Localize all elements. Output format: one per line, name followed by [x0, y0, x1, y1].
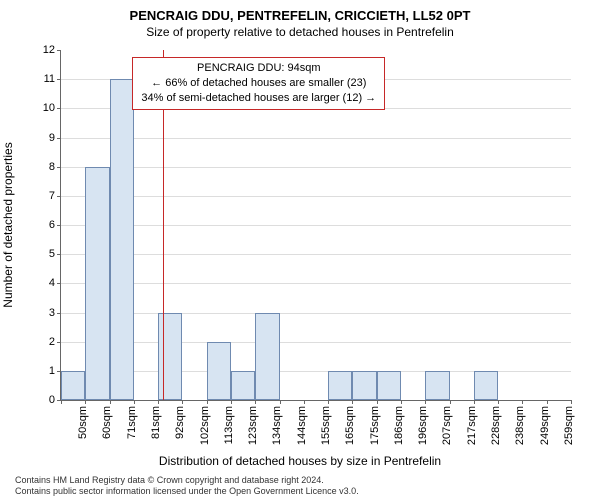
x-tick-mark — [304, 400, 305, 404]
y-tick-mark — [57, 342, 61, 343]
x-tick-mark — [522, 400, 523, 404]
x-tick-mark — [474, 400, 475, 404]
x-tick-label: 113sqm — [223, 406, 235, 444]
x-tick-label: 228sqm — [490, 406, 502, 445]
annotation-line: PENCRAIG DDU: 94sqm — [141, 61, 376, 76]
x-tick-mark — [255, 400, 256, 404]
x-tick-mark — [401, 400, 402, 404]
x-tick-mark — [110, 400, 111, 404]
gridline — [61, 167, 571, 168]
bar — [377, 371, 401, 400]
x-tick-mark — [377, 400, 378, 404]
x-tick-label: 186sqm — [393, 406, 405, 445]
bar — [328, 371, 352, 400]
x-tick-mark — [158, 400, 159, 404]
annotation-line: ← 66% of detached houses are smaller (23… — [141, 76, 376, 91]
x-tick-mark — [547, 400, 548, 404]
x-tick-label: 134sqm — [271, 406, 283, 445]
x-tick-mark — [450, 400, 451, 404]
x-tick-label: 123sqm — [247, 406, 259, 445]
bar — [231, 371, 255, 400]
footer-line2: Contains public sector information licen… — [15, 486, 359, 497]
x-axis-label: Distribution of detached houses by size … — [0, 454, 600, 468]
x-tick-label: 144sqm — [296, 406, 308, 445]
bar — [110, 79, 134, 400]
x-tick-label: 238sqm — [514, 406, 526, 445]
y-tick-mark — [57, 79, 61, 80]
gridline — [61, 313, 571, 314]
x-tick-label: 60sqm — [101, 406, 113, 439]
gridline — [61, 342, 571, 343]
x-tick-label: 259sqm — [563, 406, 575, 445]
x-tick-mark — [425, 400, 426, 404]
bar — [207, 342, 231, 400]
bar — [474, 371, 498, 400]
bar — [158, 313, 182, 401]
bar — [85, 167, 109, 400]
x-tick-mark — [85, 400, 86, 404]
y-tick-mark — [57, 50, 61, 51]
y-tick-mark — [57, 225, 61, 226]
x-tick-label: 92sqm — [174, 406, 186, 439]
annotation-line: 34% of semi-detached houses are larger (… — [141, 91, 376, 106]
x-tick-mark — [352, 400, 353, 404]
y-tick-mark — [57, 108, 61, 109]
gridline — [61, 225, 571, 226]
x-tick-label: 81sqm — [150, 406, 162, 439]
gridline — [61, 254, 571, 255]
x-tick-label: 165sqm — [344, 406, 356, 445]
bar — [61, 371, 85, 400]
x-tick-label: 102sqm — [199, 406, 211, 445]
gridline — [61, 196, 571, 197]
gridline — [61, 283, 571, 284]
y-tick-mark — [57, 254, 61, 255]
x-tick-label: 50sqm — [77, 406, 89, 439]
y-axis-label: Number of detached properties — [1, 142, 15, 307]
y-tick-mark — [57, 283, 61, 284]
x-tick-mark — [328, 400, 329, 404]
y-tick-mark — [57, 138, 61, 139]
x-tick-label: 196sqm — [417, 406, 429, 445]
x-tick-mark — [280, 400, 281, 404]
x-tick-label: 217sqm — [466, 406, 478, 445]
x-tick-label: 249sqm — [539, 406, 551, 445]
footer-line1: Contains HM Land Registry data © Crown c… — [15, 475, 359, 486]
x-tick-mark — [182, 400, 183, 404]
x-tick-label: 207sqm — [441, 406, 453, 445]
x-tick-mark — [498, 400, 499, 404]
x-tick-mark — [207, 400, 208, 404]
gridline — [61, 138, 571, 139]
y-tick-mark — [57, 313, 61, 314]
annotation-box: PENCRAIG DDU: 94sqm← 66% of detached hou… — [132, 57, 385, 110]
chart-area: 012345678910111250sqm60sqm71sqm81sqm92sq… — [60, 50, 571, 401]
x-tick-label: 175sqm — [369, 406, 381, 445]
x-tick-mark — [231, 400, 232, 404]
bar — [425, 371, 449, 400]
y-tick-mark — [57, 167, 61, 168]
footer-attribution: Contains HM Land Registry data © Crown c… — [15, 475, 359, 498]
x-tick-label: 155sqm — [320, 406, 332, 445]
bar — [352, 371, 376, 400]
x-tick-mark — [571, 400, 572, 404]
x-tick-mark — [134, 400, 135, 404]
x-tick-label: 71sqm — [126, 406, 138, 439]
y-tick-mark — [57, 196, 61, 197]
page-subtitle: Size of property relative to detached ho… — [0, 23, 600, 39]
page-title: PENCRAIG DDU, PENTREFELIN, CRICCIETH, LL… — [0, 0, 600, 23]
x-tick-mark — [61, 400, 62, 404]
bar — [255, 313, 279, 401]
